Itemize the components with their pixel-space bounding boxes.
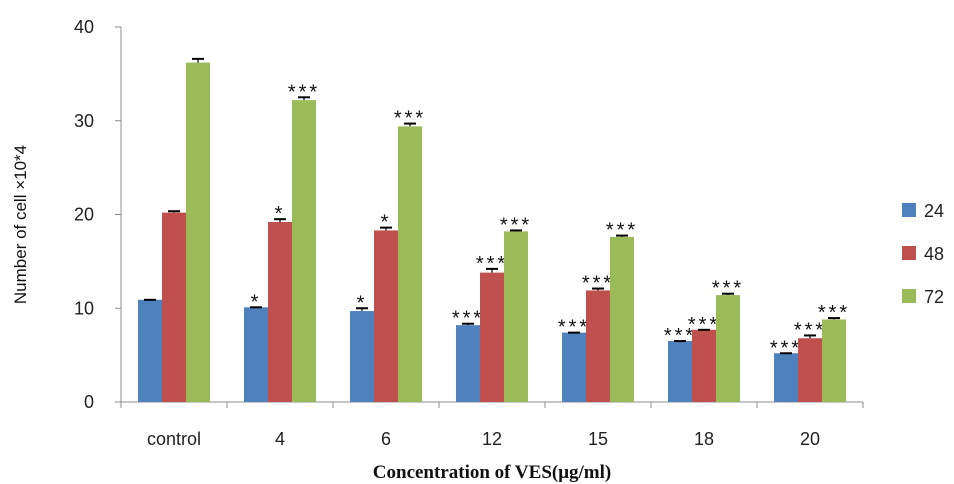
bar <box>822 319 846 402</box>
significance-marker: *** <box>606 220 638 242</box>
bar <box>562 332 586 402</box>
bar <box>504 231 528 402</box>
x-tick-label: 18 <box>694 429 714 449</box>
y-tick-label: 10 <box>74 298 94 318</box>
x-tick-label: 4 <box>275 429 285 449</box>
y-tick-label: 30 <box>74 111 94 131</box>
legend-swatch <box>902 289 916 303</box>
bar <box>610 237 634 402</box>
significance-marker: * <box>251 291 262 313</box>
x-tick-label: 12 <box>482 429 502 449</box>
significance-marker: *** <box>288 81 320 103</box>
legend-label: 24 <box>924 201 944 221</box>
significance-marker: * <box>275 203 286 225</box>
significance-marker: *** <box>582 273 614 295</box>
significance-marker: *** <box>794 319 826 341</box>
bar <box>798 338 822 402</box>
y-tick-label: 20 <box>74 205 94 225</box>
bar <box>244 307 268 402</box>
y-axis-label: Number of cell ×10*4 <box>11 145 30 304</box>
bar <box>186 62 210 402</box>
axis-labels: Number of cell ×10*4 Concentration of VE… <box>11 145 611 483</box>
bar <box>398 126 422 402</box>
significance-marker: *** <box>770 337 802 359</box>
bar <box>692 329 716 402</box>
x-axis-label: Concentration of VES(μg/ml) <box>373 462 611 483</box>
legend: 24 48 72 <box>902 201 944 307</box>
bar <box>774 353 798 402</box>
y-tick-label: 0 <box>84 392 94 412</box>
significance-marker: *** <box>476 253 508 275</box>
x-tick-label: 20 <box>800 429 820 449</box>
significance-marker: *** <box>558 317 590 339</box>
bar <box>456 325 480 402</box>
significance-marker: * <box>357 292 368 314</box>
bar <box>138 299 162 402</box>
significance-marker: *** <box>818 302 850 324</box>
legend-swatch <box>902 203 916 217</box>
axes: 0 10 20 30 40 control 4 6 12 15 18 20 <box>74 17 864 449</box>
significance-marker: *** <box>500 214 532 236</box>
significance-marker: *** <box>394 108 426 130</box>
x-tick-label: 15 <box>588 429 608 449</box>
bar <box>716 295 740 402</box>
bar <box>292 100 316 402</box>
bar <box>586 290 610 402</box>
significance-marker: *** <box>712 278 744 300</box>
bar <box>162 212 186 402</box>
bar <box>268 222 292 402</box>
significance-marker: * <box>381 212 392 234</box>
bar-groups: ****************************************… <box>138 57 850 402</box>
significance-marker: *** <box>664 325 696 347</box>
bar <box>480 272 504 402</box>
x-tick-label: control <box>147 429 201 449</box>
bar <box>374 230 398 402</box>
legend-label: 48 <box>924 244 944 264</box>
bar <box>350 311 374 402</box>
y-tick-label: 40 <box>74 17 94 37</box>
legend-label: 72 <box>924 287 944 307</box>
x-tick-label: 6 <box>381 429 391 449</box>
bar <box>668 341 692 402</box>
legend-swatch <box>902 246 916 260</box>
significance-marker: *** <box>452 308 484 330</box>
significance-marker: *** <box>688 314 720 336</box>
